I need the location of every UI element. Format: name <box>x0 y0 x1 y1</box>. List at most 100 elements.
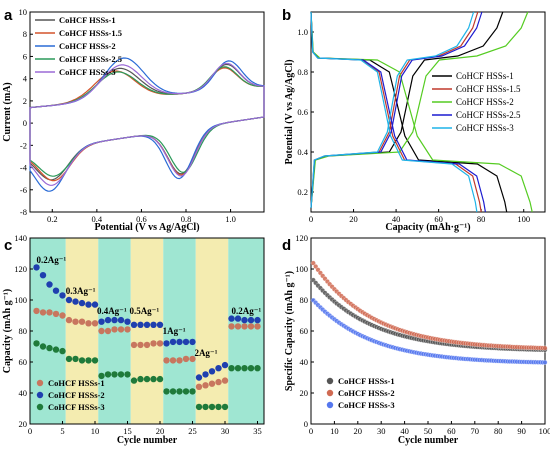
d-xtick-label: 0 <box>309 426 313 436</box>
panel-c-rate-label: 2Ag⁻¹ <box>194 348 217 358</box>
panel-d-legend-label: CoHCF HSSs-1 <box>338 376 395 386</box>
c-ytick-label: 20 <box>19 419 28 429</box>
panel-b-ylabel: Potential (V vs Ag/AgCl) <box>284 59 295 164</box>
b-ytick-label: 0.2 <box>297 187 308 197</box>
d-xtick-label: 100 <box>539 426 550 436</box>
panel-c-point-1 <box>137 341 144 349</box>
panel-c-point-3 <box>169 388 177 395</box>
panel-a-series-5 <box>29 62 265 186</box>
a-ytick-label: 10 <box>19 7 28 17</box>
panel-c-point-1 <box>143 341 151 349</box>
panel-c-legend-marker <box>36 379 44 387</box>
panel-c-point-2 <box>143 321 151 328</box>
a-ytick-label: -2 <box>20 140 27 150</box>
panel-c-point-2 <box>33 264 40 271</box>
panel-c-rate-band <box>228 238 264 424</box>
panel-c-point-1 <box>78 318 86 325</box>
panel-c-point-2 <box>111 316 118 324</box>
panel-c-point-2 <box>65 296 73 304</box>
panel-b-legend-label: CoHCF HSSs-2.5 <box>456 110 521 120</box>
panel-d: d 0 10 20 30 40 50 60 70 80 90 100020406080100120 … <box>282 233 550 446</box>
panel-c: c 0 5 10 15 20 25 30 35 20 40 60 80 100 120 140 0.2Ag⁻… <box>2 233 265 446</box>
a-xtick-label: 0.6 <box>136 214 147 224</box>
panel-c-point-2 <box>241 316 248 324</box>
panel-c-point-1 <box>91 320 99 327</box>
panel-d-legend-marker <box>326 377 334 385</box>
panel-c-point-2 <box>104 316 112 324</box>
c-ytick-label: 120 <box>14 264 27 274</box>
panel-c-legend-marker <box>36 403 44 411</box>
d-ytick-label: 80 <box>300 295 309 305</box>
panel-c-point-2 <box>247 316 255 324</box>
panel-c-point-3 <box>189 388 196 395</box>
panel-c-point-3 <box>65 355 73 363</box>
panel-c-point-1 <box>195 383 203 390</box>
panel-c-point-2 <box>78 299 86 307</box>
panel-c-point-3 <box>150 375 157 383</box>
b-xtick-label: 60 <box>434 214 443 224</box>
panel-c-point-2 <box>202 371 209 378</box>
d-xtick-label: 90 <box>517 426 526 436</box>
panel-c-point-1 <box>124 326 131 333</box>
panel-c-point-2 <box>52 287 60 294</box>
panel-c-rate-label: 0.2Ag⁻¹ <box>37 255 67 265</box>
panel-a-legend-label: CoHCF HSSs-2.5 <box>59 54 122 64</box>
panel-c-point-3 <box>59 347 66 355</box>
panel-d-legend-label: CoHCF HSSs-2 <box>338 388 395 398</box>
panel-c-point-1 <box>202 382 209 389</box>
a-ytick-label: 8 <box>23 29 27 39</box>
c-xtick-label: 30 <box>221 426 230 436</box>
panel-c-legend-label: CoHCF HSSs-1 <box>48 378 105 388</box>
c-xtick-label: 15 <box>123 426 132 436</box>
panel-b-legend-label: CoHCF HSSs-2 <box>456 97 514 107</box>
panel-c-point-2 <box>176 338 183 346</box>
panel-c-point-1 <box>176 357 183 364</box>
panel-b-charge-5 <box>310 11 475 209</box>
panel-c-point-3 <box>247 365 255 372</box>
panel-c-xlabel: Cycle number <box>117 435 178 446</box>
panel-c-point-1 <box>163 357 170 364</box>
d-xtick-label: 30 <box>377 426 386 436</box>
panel-c-point-1 <box>85 320 92 327</box>
panel-d-xlabel: Cycle number <box>398 435 459 446</box>
c-ytick-label: 40 <box>19 388 28 398</box>
panel-c-point-3 <box>195 403 203 411</box>
panel-b: b 0 20 40 60 80 100 0.2 0.4 0.6 0.8 1.0 Capacity (… <box>282 7 546 233</box>
panel-c-point-3 <box>221 403 229 411</box>
panel-c-point-2 <box>254 316 261 324</box>
panel-c-point-3 <box>72 355 79 363</box>
panel-c-point-1 <box>189 355 196 363</box>
panel-c-point-1 <box>33 307 40 315</box>
panel-b-charge-3 <box>310 11 529 209</box>
panel-a-series-4 <box>29 66 265 177</box>
c-ytick-label: 60 <box>19 357 28 367</box>
panel-c-rate-label: 0.4Ag⁻¹ <box>97 306 127 316</box>
panel-c-point-2 <box>39 272 47 279</box>
panel-c-point-3 <box>117 371 125 378</box>
d-ytick-label: 60 <box>300 326 309 336</box>
panel-c-point-1 <box>104 327 112 335</box>
panel-c-rate-label: 0.5Ag⁻¹ <box>129 306 159 316</box>
panel-b-legend-label: CoHCF HSSs-3 <box>456 123 514 133</box>
panel-c-point-1 <box>72 318 79 325</box>
a-xtick-label: 0.2 <box>47 214 58 224</box>
a-ytick-label: 0 <box>23 118 27 128</box>
b-xtick-label: 20 <box>349 214 358 224</box>
panel-c-point-3 <box>46 344 53 352</box>
panel-c-point-2 <box>72 298 79 305</box>
panel-c-point-3 <box>52 346 60 353</box>
c-xtick-label: 35 <box>253 426 262 436</box>
panel-c-point-1 <box>150 340 157 347</box>
panel-d-legend-marker <box>326 389 334 397</box>
panel-c-rate-label: 0.2Ag⁻¹ <box>232 306 262 316</box>
panel-c-rate-band <box>65 238 99 424</box>
panel-c-point-3 <box>137 375 144 383</box>
panel-c-point-3 <box>124 371 131 378</box>
panel-b-label: b <box>282 7 291 24</box>
panel-c-point-3 <box>254 365 261 372</box>
panel-d-ylabel: Specific Capacity (mAh g⁻¹) <box>284 271 295 391</box>
panel-c-legend-label: CoHCF HSSs-3 <box>48 402 105 412</box>
panel-b-legend-label: CoHCF HSSs-1.5 <box>456 84 521 94</box>
panel-c-point-2 <box>124 318 131 325</box>
panel-d-legend-marker <box>326 401 334 409</box>
